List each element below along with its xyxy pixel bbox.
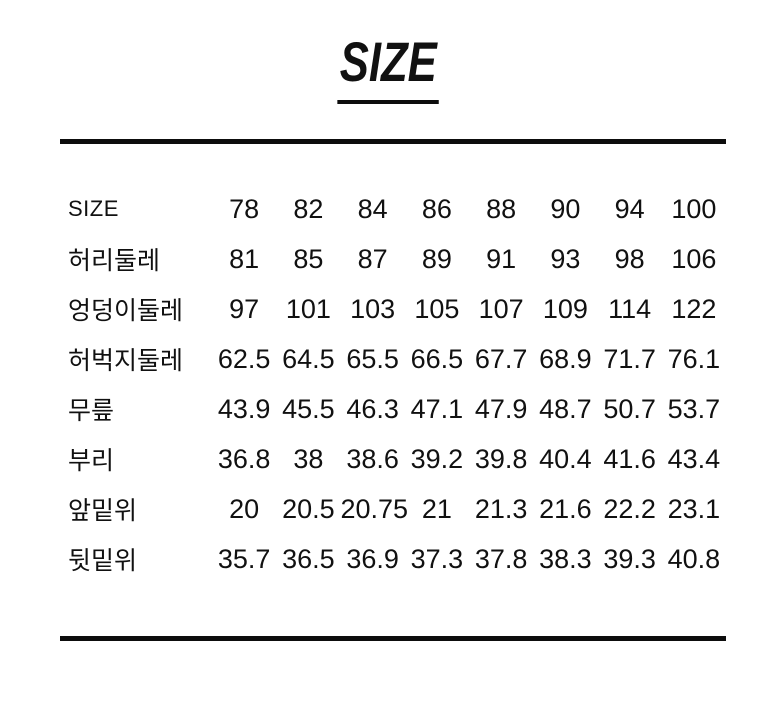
measurement-value: 39.3 <box>603 543 656 574</box>
title-block: SIZE <box>0 0 776 104</box>
measurement-value: 38 <box>293 443 324 474</box>
measurement-value: 122 <box>671 293 717 324</box>
size-header-cell: 94 <box>614 193 645 224</box>
measurement-value: 53.7 <box>667 393 721 424</box>
measurement-value: 107 <box>478 293 524 324</box>
measurement-value: 47.1 <box>410 393 464 424</box>
measurement-value: 109 <box>542 293 588 324</box>
size-header-cell: 88 <box>486 193 517 224</box>
size-header-cell: 86 <box>421 193 452 224</box>
size-table-header-row: SIZE 78 82 84 86 88 90 94 100 <box>60 184 726 234</box>
measurement-value: 48.7 <box>539 393 592 424</box>
measurement-value: 39.8 <box>474 443 528 474</box>
measurement-value: 68.9 <box>539 343 592 374</box>
measurement-row: 뒷밑위 35.7 36.5 36.9 37.3 37.8 38.3 39.3 40.8 <box>60 534 726 584</box>
measurement-value: 103 <box>350 293 396 324</box>
measurement-value: 85 <box>293 243 324 274</box>
row-label: 허리둘레 <box>68 247 161 275</box>
measurement-value: 81 <box>229 243 260 274</box>
measurement-value: 20.75 <box>340 493 409 524</box>
measurement-value: 37.8 <box>474 543 528 574</box>
measurement-row: 앞밑위 20 20.5 20.75 21 21.3 21.6 22.2 23.1 <box>60 484 726 534</box>
measurement-value: 20.5 <box>282 493 335 524</box>
measurement-value: 21.6 <box>539 493 592 524</box>
measurement-value: 47.9 <box>474 393 528 424</box>
size-chart-page: SIZE SIZE 78 82 84 86 88 90 94 100 허리둘레 81 85 87 89… <box>0 0 776 641</box>
size-column-header: SIZE <box>68 196 119 221</box>
measurement-value: 101 <box>285 293 331 324</box>
measurement-value: 38.3 <box>539 543 592 574</box>
size-header-cell: 82 <box>293 193 324 224</box>
measurement-value: 43.4 <box>667 443 721 474</box>
measurement-value: 40.8 <box>667 543 721 574</box>
measurement-value: 46.3 <box>346 393 399 424</box>
size-table-frame: SIZE 78 82 84 86 88 90 94 100 허리둘레 81 85 87 89 91 93 9… <box>60 139 726 641</box>
measurement-value: 76.1 <box>667 343 721 374</box>
measurement-row: 부리 36.8 38 38.6 39.2 39.8 40.4 41.6 43.4 <box>60 434 726 484</box>
measurement-value: 36.8 <box>217 443 271 474</box>
measurement-value: 38.6 <box>346 443 399 474</box>
row-label: 앞밑위 <box>68 497 138 525</box>
measurement-value: 21.3 <box>474 493 528 524</box>
measurement-value: 20 <box>229 493 260 524</box>
page-title: SIZE <box>337 30 439 104</box>
measurement-value: 66.5 <box>410 343 464 374</box>
measurement-value: 71.7 <box>603 343 656 374</box>
measurement-value: 91 <box>486 243 517 274</box>
measurement-row: 허벅지둘레 62.5 64.5 65.5 66.5 67.7 68.9 71.7 76.1 <box>60 334 726 384</box>
measurement-value: 35.7 <box>217 543 271 574</box>
size-table-body: 허리둘레 81 85 87 89 91 93 98 106 엉덩이둘레 97 101 103 105 107… <box>60 234 726 584</box>
measurement-value: 65.5 <box>346 343 399 374</box>
size-header-cell: 78 <box>229 193 260 224</box>
measurement-value: 21 <box>421 493 452 524</box>
measurement-value: 45.5 <box>282 393 335 424</box>
size-header-cell: 84 <box>357 193 388 224</box>
measurement-value: 114 <box>608 293 652 324</box>
measurement-value: 87 <box>357 243 388 274</box>
measurement-row: 무릎 43.9 45.5 46.3 47.1 47.9 48.7 50.7 53.7 <box>60 384 726 434</box>
measurement-value: 22.2 <box>603 493 656 524</box>
measurement-value: 106 <box>671 243 717 274</box>
row-label: 엉덩이둘레 <box>68 297 184 325</box>
measurement-value: 39.2 <box>410 443 464 474</box>
measurement-value: 23.1 <box>667 493 721 524</box>
measurement-value: 50.7 <box>603 393 656 424</box>
measurement-value: 62.5 <box>217 343 271 374</box>
measurement-value: 36.5 <box>282 543 335 574</box>
measurement-value: 41.6 <box>603 443 656 474</box>
measurement-value: 64.5 <box>282 343 335 374</box>
measurement-value: 97 <box>229 293 260 324</box>
measurement-value: 67.7 <box>474 343 528 374</box>
measurement-value: 40.4 <box>539 443 592 474</box>
size-header-cell: 90 <box>550 193 581 224</box>
measurement-row: 허리둘레 81 85 87 89 91 93 98 106 <box>60 234 726 284</box>
measurement-value: 43.9 <box>217 393 271 424</box>
measurement-row: 엉덩이둘레 97 101 103 105 107 109 114 122 <box>60 284 726 334</box>
size-table: SIZE 78 82 84 86 88 90 94 100 허리둘레 81 85 87 89 91 93 9… <box>60 184 726 584</box>
row-label: 부리 <box>68 447 115 475</box>
measurement-value: 105 <box>414 293 460 324</box>
measurement-value: 89 <box>421 243 452 274</box>
row-label: 뒷밑위 <box>68 547 138 575</box>
size-header-cell: 100 <box>671 193 717 224</box>
row-label: 무릎 <box>68 397 115 425</box>
row-label: 허벅지둘레 <box>68 347 184 375</box>
measurement-value: 93 <box>550 243 581 274</box>
measurement-value: 98 <box>614 243 645 274</box>
measurement-value: 36.9 <box>346 543 399 574</box>
measurement-value: 37.3 <box>410 543 464 574</box>
